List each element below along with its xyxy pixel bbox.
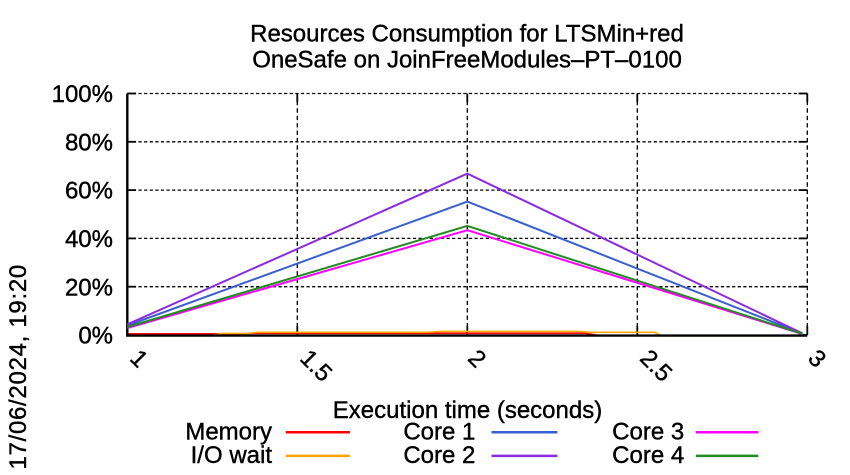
svg-text:2: 2 <box>462 345 491 374</box>
svg-text:1: 1 <box>124 345 153 374</box>
svg-text:80%: 80% <box>65 129 113 156</box>
svg-text:40%: 40% <box>65 226 113 253</box>
svg-text:Resources Consumption for LTSM: Resources Consumption for LTSMin+red <box>250 21 684 48</box>
svg-text:Core 3: Core 3 <box>612 418 684 445</box>
svg-text:Execution time (seconds): Execution time (seconds) <box>333 397 602 424</box>
svg-text:Core 1: Core 1 <box>403 418 475 445</box>
svg-text:100%: 100% <box>52 81 113 108</box>
svg-text:Memory: Memory <box>185 418 272 445</box>
svg-text:17/06/2024, 19:20: 17/06/2024, 19:20 <box>5 264 32 469</box>
svg-text:20%: 20% <box>65 274 113 301</box>
svg-text:OneSafe on JoinFreeModules–PT–: OneSafe on JoinFreeModules–PT–0100 <box>252 47 682 74</box>
svg-text:1.5: 1.5 <box>294 345 337 388</box>
svg-text:Core 4: Core 4 <box>612 442 684 469</box>
svg-text:0%: 0% <box>78 323 113 350</box>
svg-text:Core 2: Core 2 <box>403 442 475 469</box>
svg-text:I/O wait: I/O wait <box>191 442 273 469</box>
svg-text:60%: 60% <box>65 178 113 205</box>
svg-text:3: 3 <box>802 345 831 374</box>
svg-text:2.5: 2.5 <box>634 345 677 388</box>
